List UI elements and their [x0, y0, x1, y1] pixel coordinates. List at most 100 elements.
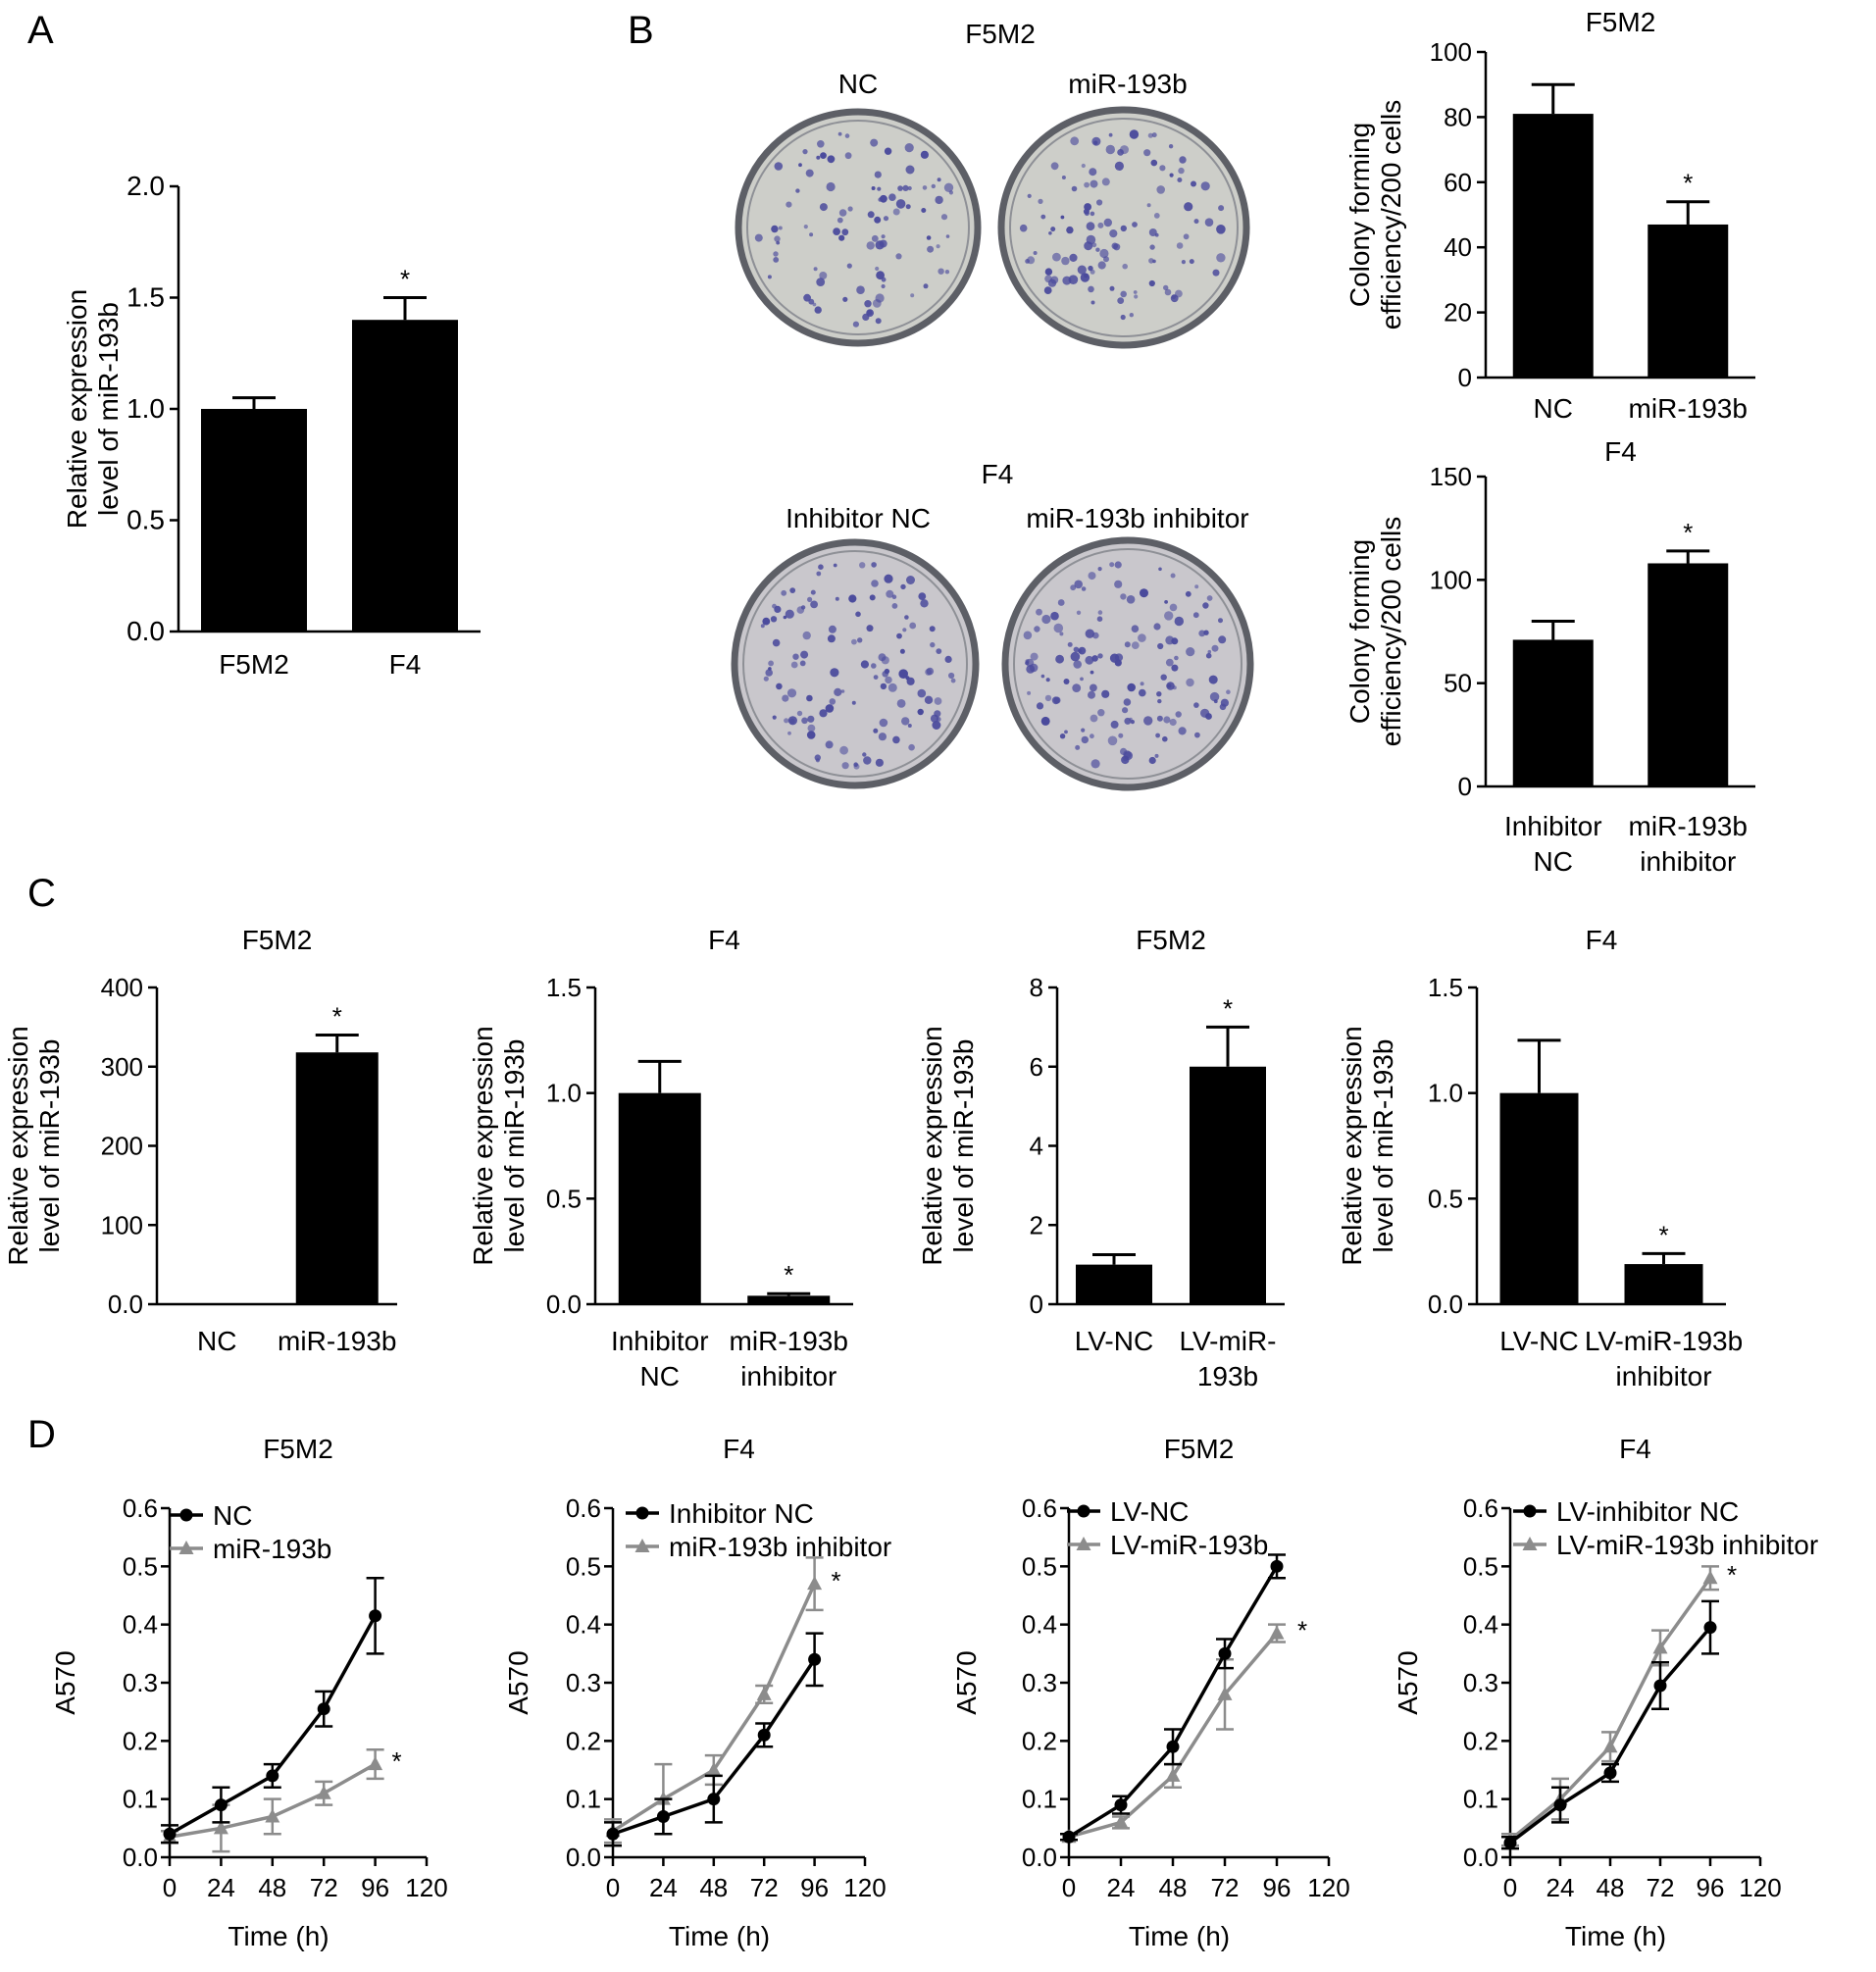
colony	[1120, 225, 1128, 232]
category-label: LV-miR-	[1179, 1326, 1276, 1356]
y-tick-label: 0.1	[566, 1785, 601, 1814]
colony	[871, 663, 877, 669]
culture-dish-inhibitor-nc	[731, 538, 980, 789]
colony	[873, 728, 879, 733]
y-tick-label: 0.0	[123, 1843, 158, 1872]
y-tick-label: 80	[1444, 102, 1472, 131]
colony	[1084, 181, 1090, 188]
category-label: NC	[1534, 393, 1573, 424]
colony	[1050, 611, 1059, 621]
significance-mark: *	[1727, 1560, 1737, 1590]
colony	[910, 293, 915, 298]
colony	[908, 743, 915, 751]
colony	[835, 596, 839, 601]
x-axis-label: Time (h)	[669, 1921, 770, 1951]
point-circle	[163, 1827, 177, 1841]
colony	[1148, 756, 1156, 765]
colony	[830, 668, 839, 678]
colony	[1048, 231, 1052, 235]
colony	[1114, 580, 1123, 588]
colony	[1189, 259, 1194, 265]
x-tick-label: 24	[649, 1873, 678, 1902]
point-triangle	[1702, 1570, 1718, 1585]
point-circle	[635, 1506, 649, 1520]
colony	[1068, 275, 1079, 285]
point-circle	[1077, 1504, 1090, 1518]
colony	[1114, 653, 1124, 662]
colony	[1036, 702, 1044, 710]
point-circle	[1114, 1798, 1128, 1812]
y-tick-label: 200	[101, 1132, 143, 1161]
colony	[1143, 149, 1151, 157]
colony	[1118, 733, 1124, 738]
colony	[1176, 242, 1184, 249]
colony	[816, 278, 826, 286]
y-axis-label: efficiency/200 cells	[1376, 100, 1406, 330]
colony	[760, 624, 765, 629]
colony	[1052, 252, 1061, 262]
colony	[783, 615, 787, 620]
bar	[1512, 639, 1594, 786]
category-label: NC	[640, 1361, 680, 1391]
colony	[1122, 707, 1129, 714]
significance-mark: *	[332, 1001, 342, 1031]
colony	[884, 147, 892, 155]
colony	[851, 700, 856, 705]
colony	[825, 740, 834, 749]
colony	[1074, 580, 1083, 589]
colony	[899, 648, 905, 654]
colony	[888, 193, 896, 201]
colony	[1208, 675, 1218, 684]
colony	[875, 758, 885, 767]
colony	[1027, 690, 1032, 695]
colony	[800, 650, 809, 659]
y-tick-label: 0.1	[123, 1785, 158, 1814]
y-tick-label: 4	[1030, 1132, 1043, 1161]
colony	[1226, 689, 1231, 694]
colony	[881, 283, 886, 289]
x-tick-label: 0	[163, 1873, 177, 1902]
colony	[1219, 703, 1227, 711]
culture-dish-nc	[735, 108, 982, 347]
colony	[871, 234, 879, 242]
legend-label: Inhibitor NC	[669, 1498, 814, 1529]
colony	[931, 183, 936, 189]
y-axis-label: A570	[50, 1650, 80, 1714]
point-circle	[1523, 1504, 1537, 1518]
y-tick-label: 0.0	[1428, 1289, 1463, 1319]
colony	[878, 733, 887, 741]
colony	[871, 580, 879, 587]
colony	[870, 138, 879, 147]
colony	[781, 589, 787, 596]
x-axis-label: Time (h)	[228, 1921, 329, 1951]
colony	[1160, 674, 1167, 681]
y-tick-label: 0	[1458, 363, 1472, 392]
colony	[1192, 612, 1199, 619]
colony	[926, 667, 935, 676]
y-tick-label: 0.5	[546, 1184, 582, 1213]
y-tick-label: 0.4	[123, 1610, 158, 1640]
y-tick-label: 6	[1030, 1052, 1043, 1082]
colony	[816, 155, 821, 160]
colony	[1064, 730, 1068, 734]
colony	[1047, 278, 1057, 287]
colony	[1090, 211, 1095, 217]
colony	[837, 131, 842, 136]
point-triangle	[265, 1808, 280, 1823]
colony	[936, 244, 940, 249]
point-circle	[1653, 1679, 1667, 1693]
colony	[786, 201, 792, 208]
point-circle	[214, 1798, 228, 1812]
chart-title: F4	[708, 925, 740, 955]
colony	[1083, 208, 1090, 215]
colony-photo-label: miR-193b	[1068, 69, 1187, 99]
point-circle	[1166, 1740, 1180, 1753]
colony	[1059, 632, 1064, 636]
colony	[839, 745, 848, 755]
colony	[1063, 679, 1070, 684]
bar	[1499, 1092, 1579, 1304]
y-tick-label: 0.4	[1022, 1610, 1057, 1640]
colony	[1169, 603, 1178, 612]
colony	[810, 600, 818, 609]
